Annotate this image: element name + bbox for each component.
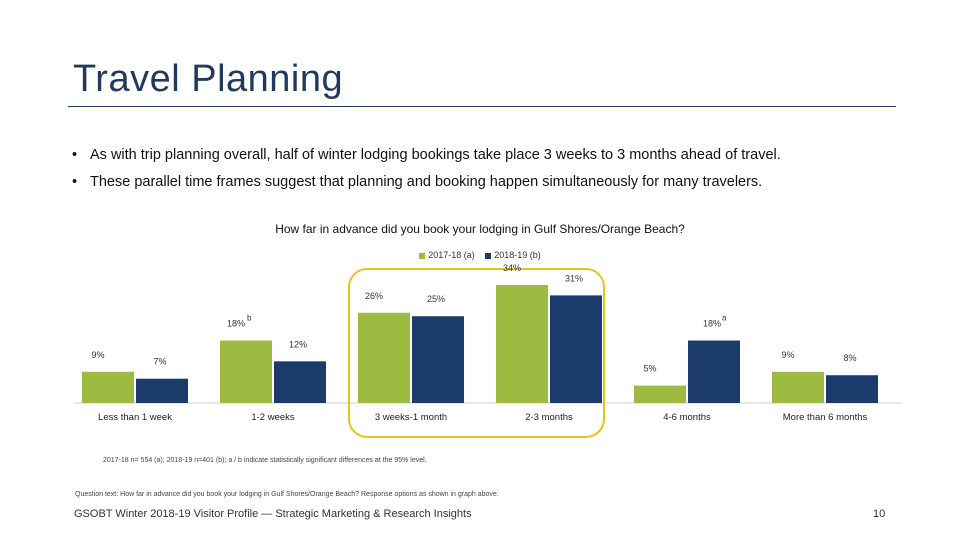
data-label: 8% [843, 353, 856, 363]
question-text: Question text: How far in advance did yo… [75, 491, 499, 498]
legend-item: 2018-19 (b) [485, 250, 541, 260]
bullet-symbol: • [72, 174, 78, 190]
data-label: 26% [365, 291, 383, 301]
data-label: 25% [427, 294, 445, 304]
legend-label: 2017-18 (a) [428, 250, 475, 260]
data-label: 5% [643, 364, 656, 374]
bullet-symbol: • [72, 147, 78, 163]
legend-swatch-2017 [419, 252, 426, 259]
bar-2018-19 [688, 340, 740, 403]
data-label: 31% [565, 273, 583, 283]
bullet-item: • These parallel time frames suggest that… [72, 174, 932, 190]
bullet-text: As with trip planning overall, half of w… [90, 147, 781, 163]
bar-2017-18 [772, 371, 824, 403]
title-divider [68, 106, 896, 107]
bar-2017-18 [82, 371, 134, 403]
data-label: 9% [91, 350, 104, 360]
significance-mark: b [247, 314, 252, 323]
bar-2018-19 [274, 361, 326, 403]
bullet-list: • As with trip planning overall, half of … [72, 147, 932, 201]
bar-2018-19 [550, 295, 602, 403]
bar-2018-19 [412, 316, 464, 403]
legend-swatch-2018 [485, 252, 492, 259]
data-label: 12% [289, 339, 307, 349]
legend-item: 2017-18 (a) [419, 250, 475, 260]
bar-2017-18 [634, 385, 686, 403]
highlight-box [348, 268, 605, 438]
page-number: 10 [873, 508, 886, 520]
bar-2018-19 [826, 375, 878, 403]
x-tick-label: More than 6 months [783, 412, 868, 423]
footer-source: GSOBT Winter 2018-19 Visitor Profile — S… [74, 508, 472, 520]
bullet-item: • As with trip planning overall, half of … [72, 147, 932, 163]
x-tick-label: Less than 1 week [98, 412, 172, 423]
x-tick-label: 3 weeks-1 month [375, 412, 447, 423]
bullet-text: These parallel time frames suggest that … [90, 174, 763, 190]
bar-2018-19 [136, 378, 188, 403]
bar-2017-18 [496, 285, 548, 403]
chart-legend: 2017-18 (a) 2018-19 (b) [0, 250, 960, 260]
bar-2017-18 [220, 340, 272, 403]
page-title: Travel Planning [73, 58, 344, 100]
x-tick-label: 2-3 months [525, 412, 573, 423]
data-label: 9% [781, 350, 794, 360]
data-label: 18% [227, 319, 245, 329]
chart-title: How far in advance did you book your lod… [275, 222, 685, 236]
significance-footnote: 2017-18 n= 554 (a); 2018-19 n=401 (b); a… [103, 457, 427, 464]
significance-mark: a [722, 314, 727, 323]
legend-label: 2018-19 (b) [494, 250, 541, 260]
x-tick-label: 4-6 months [663, 412, 711, 423]
data-label: 18% [703, 319, 721, 329]
x-tick-label: 1-2 weeks [251, 412, 295, 423]
data-label: 34% [503, 263, 521, 273]
data-label: 7% [153, 357, 166, 367]
bar-2017-18 [358, 312, 410, 403]
